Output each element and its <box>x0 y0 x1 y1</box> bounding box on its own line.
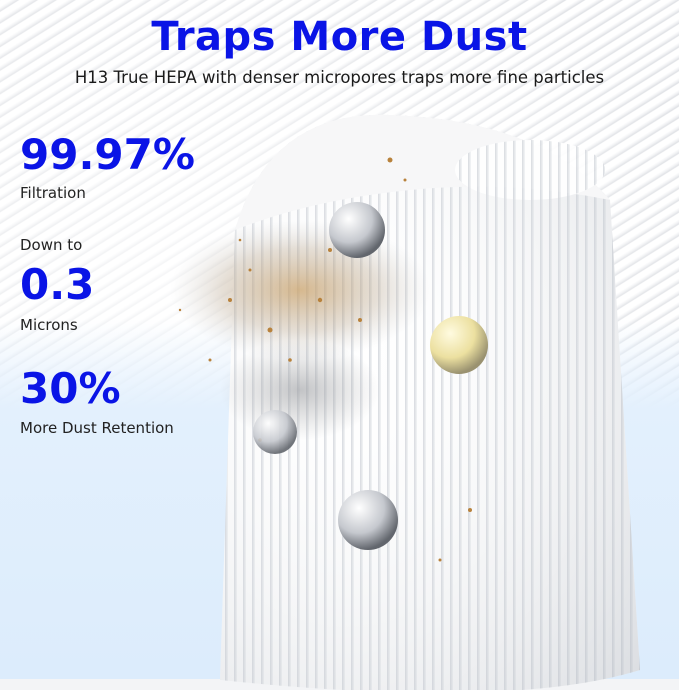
page-subtitle: H13 True HEPA with denser micropores tra… <box>74 68 605 87</box>
particle-sphere-clear <box>253 410 297 454</box>
filter-inner-opening <box>455 140 605 200</box>
stat-retention-value: 30% <box>20 364 121 413</box>
stat-filtration-caption: Filtration <box>20 184 86 202</box>
stat-retention-caption: More Dust Retention <box>20 419 174 437</box>
stat-microns-caption: Microns <box>20 316 78 334</box>
particle-sphere-dark <box>338 490 398 550</box>
stat-filtration-value: 99.97% <box>20 130 195 179</box>
particle-sphere-gray <box>329 202 385 258</box>
page-title: Traps More Dust <box>151 14 528 60</box>
particle-sphere-yellow <box>430 316 488 374</box>
stat-microns-value: 0.3 <box>20 260 95 309</box>
stat-microns-prefix: Down to <box>20 236 83 254</box>
